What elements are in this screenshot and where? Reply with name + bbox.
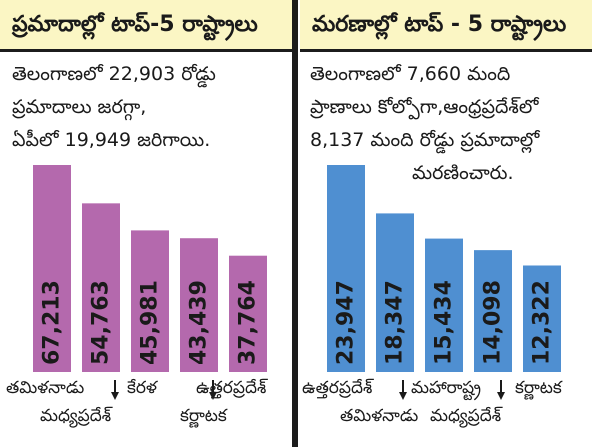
summary-line: తెలంగాణలో 7,660 మంది (310, 63, 511, 85)
category-label-kerala: కేరళ (127, 378, 157, 398)
category-label-tamilnadu: తమిళనాడు (340, 406, 419, 426)
bar (180, 238, 218, 372)
accidents-summary: తెలంగాణలో 22,903 రోడ్డు ప్రమాదాలు జరగ్గా… (12, 58, 216, 157)
summary-line: తెలంగాణలో 22,903 రోడ్డు (12, 63, 216, 85)
pointer-arrow-icon (399, 380, 407, 400)
pointer-arrow-icon (209, 380, 217, 400)
bar-value-label: 37,764 (236, 280, 261, 365)
bar-value-label: 15,434 (432, 280, 457, 365)
bar-value-label: 18,347 (383, 280, 408, 365)
summary-line: మరణించారు. (412, 162, 514, 184)
panel-divider (292, 0, 298, 447)
category-label-madhyapradesh: మధ్యప్రదేశ్ (40, 406, 112, 426)
bar-value-label: 45,981 (138, 280, 163, 365)
bar-value-label: 14,098 (481, 280, 506, 365)
bar-value-label: 54,763 (89, 280, 114, 365)
bar (327, 165, 365, 372)
category-label-tamilnadu: తమిళనాడు (6, 378, 85, 398)
bar-value-label: 43,439 (187, 280, 212, 365)
bar (33, 165, 71, 372)
bar (82, 203, 120, 372)
category-label-madhyapradesh: మధ్యప్రదేశ్ (430, 406, 502, 426)
bar-value-label: 23,947 (334, 280, 359, 365)
bar (425, 238, 463, 372)
summary-line: ప్రాణాలు కోల్పోగా,ఆంధ్రప్రదేశ్‌లో (310, 96, 539, 118)
category-label-karnataka: కర్ణాటక (515, 378, 562, 398)
deaths-panel: మరణాల్లో టాప్ - 5 రాష్ట్రాలు తెలంగాణలో 7… (300, 0, 592, 447)
pointer-arrow-icon (111, 380, 119, 400)
bar (523, 265, 561, 372)
summary-line: ఏపీలో 19,949 జరిగాయి. (12, 129, 211, 151)
deaths-summary: తెలంగాణలో 7,660 మంది ప్రాణాలు కోల్పోగా,ఆ… (310, 58, 539, 190)
accidents-title: ప్రమాదాల్లో టాప్-5 రాష్ట్రాలు (0, 0, 292, 52)
bar (474, 250, 512, 372)
bar (376, 213, 414, 372)
category-label-karnataka: కర్ణాటక (180, 406, 227, 426)
summary-line: 8,137 మంది రోడ్డు ప్రమాదాల్లో (310, 129, 540, 151)
summary-line: ప్రమాదాలు జరగ్గా, (12, 96, 147, 118)
bar (131, 230, 169, 372)
category-label-uttarpradesh: ఉత్తరప్రదేశ్ (196, 378, 267, 398)
category-label-maharashtra: మహారాష్ట్ర (411, 378, 481, 398)
accidents-panel: ప్రమాదాల్లో టాప్-5 రాష్ట్రాలు తెలంగాణలో … (0, 0, 292, 447)
accidents-bar-chart: 67,213 54,763 45,981 43,439 37,764 (33, 165, 267, 400)
deaths-title: మరణాల్లో టాప్ - 5 రాష్ట్రాలు (300, 0, 592, 52)
bar-value-label: 67,213 (40, 280, 65, 365)
category-label-uttarpradesh: ఉత్తరప్రదేశ్ (302, 378, 373, 398)
deaths-bar-chart: 23,947 18,347 15,434 14,098 12,322 (327, 165, 561, 400)
pointer-arrow-icon (497, 380, 505, 400)
bar-value-label: 12,322 (530, 280, 555, 365)
bar (229, 255, 267, 372)
